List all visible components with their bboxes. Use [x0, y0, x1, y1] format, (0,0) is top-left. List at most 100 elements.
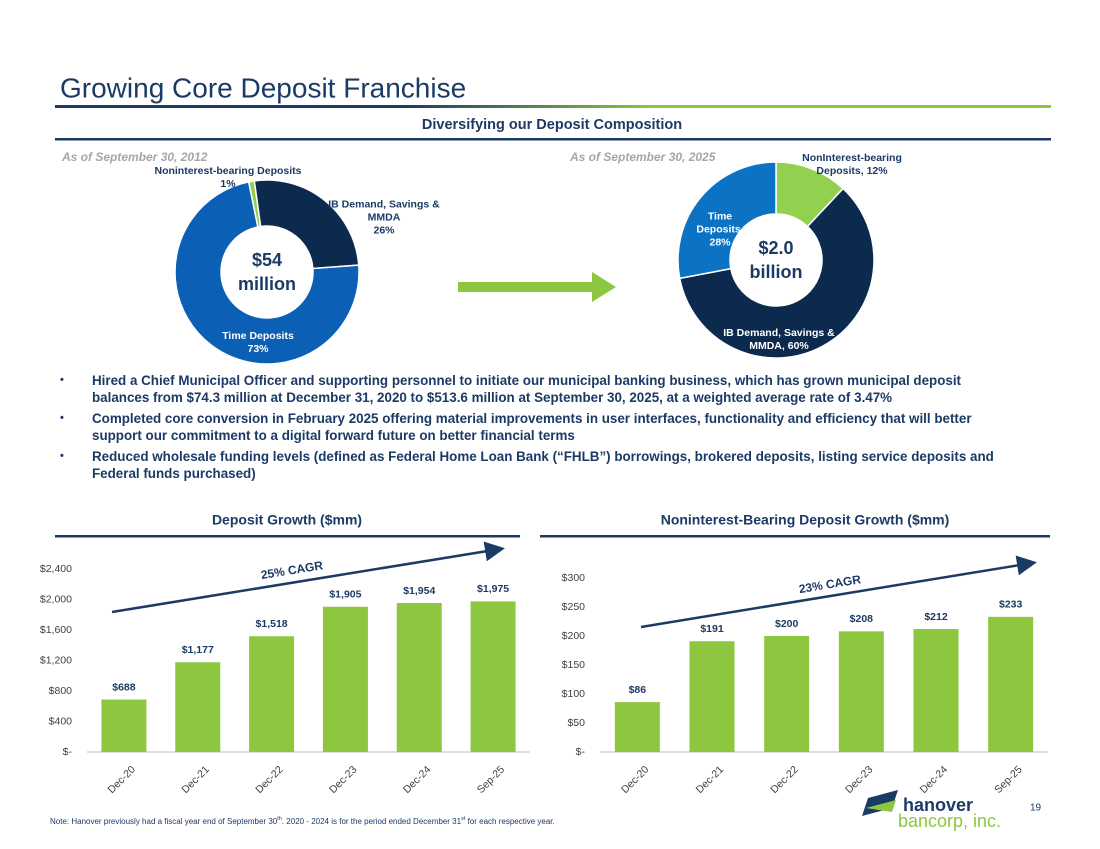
- donut-title: As of September 30, 2012: [61, 150, 208, 164]
- footnote-sup: th: [277, 816, 282, 822]
- bar: [322, 606, 368, 752]
- donut-title: As of September 30, 2025: [569, 150, 716, 164]
- value-label: $1,954: [403, 585, 435, 597]
- bar: [175, 662, 221, 752]
- logo-text: bancorp, inc.: [898, 811, 1001, 831]
- slice-value-label: Time Deposits, 28%: [696, 210, 744, 249]
- y-tick-label: $300: [562, 572, 586, 584]
- donut-center: [731, 215, 821, 305]
- x-tick-label: Dec-20: [106, 763, 139, 796]
- logo: hanover bancorp, inc.: [862, 790, 1001, 831]
- value-label: $208: [850, 613, 874, 625]
- y-tick-label: $150: [562, 659, 586, 671]
- footnote: Note: Hanover previously had a fiscal ye…: [50, 816, 555, 826]
- x-tick-label: Sep-25: [475, 763, 508, 796]
- x-tick-label: Dec-24: [918, 763, 951, 796]
- slice-label: Time Deposits, 28%: [690, 211, 750, 250]
- value-label: $233: [999, 599, 1023, 611]
- center-label: $2.0: [758, 238, 793, 258]
- x-tick-label: Dec-22: [768, 763, 801, 796]
- chart-title: Deposit Growth ($mm): [212, 512, 362, 528]
- slice-label: Noninterest-bearing Deposits 1%: [148, 165, 308, 191]
- footnote-part: for each respective year.: [465, 817, 554, 826]
- slice-category: IB Demand, Savings & MMDA: [328, 198, 440, 224]
- x-tick-label: Dec-21: [179, 763, 212, 796]
- value-label: $1,975: [477, 583, 509, 595]
- value-label: $688: [112, 681, 136, 693]
- section-title: Diversifying our Deposit Composition: [422, 117, 682, 133]
- y-tick-label: $-: [576, 746, 586, 758]
- value-label: $212: [924, 611, 948, 623]
- footnote-sup: st: [461, 816, 466, 822]
- bar: [988, 616, 1034, 752]
- bar: [689, 641, 735, 752]
- cagr-arrow: [640, 555, 1037, 629]
- y-tick-label: $400: [49, 715, 73, 727]
- x-tick-label: Dec-24: [401, 763, 434, 796]
- value-label: $1,905: [329, 589, 361, 601]
- value-label: $191: [700, 623, 724, 635]
- chart-title-rule: [55, 535, 520, 538]
- slide-title: Growing Core Deposit Franchise: [60, 72, 466, 103]
- cagr-arrow: [111, 541, 505, 614]
- slice-value-label: 1%: [220, 178, 236, 190]
- donut-slice: [678, 187, 875, 359]
- transition-arrow: [458, 272, 616, 302]
- value-label: $1,518: [256, 618, 288, 630]
- chart-title-rule: [540, 535, 1050, 538]
- y-tick-label: $50: [567, 717, 585, 729]
- logo-icon: [862, 790, 898, 816]
- y-tick-label: $100: [562, 688, 586, 700]
- x-tick-label: Dec-23: [843, 763, 876, 796]
- bullet: Hired a Chief Municipal Officer and supp…: [60, 372, 1020, 406]
- slice-category: Time Deposits: [222, 330, 294, 342]
- bar: [249, 636, 295, 752]
- donut-center: [222, 227, 312, 317]
- slice-value-label: 73%: [247, 343, 269, 355]
- section-rule: [55, 138, 1051, 141]
- value-label: $1,177: [182, 644, 214, 656]
- y-tick-label: $1,200: [40, 654, 72, 666]
- bar: [764, 636, 810, 752]
- bar: [614, 702, 660, 752]
- title-rule: [55, 105, 1051, 108]
- x-tick-label: Dec-20: [619, 763, 652, 796]
- footnote-part: Note: Hanover previously had a fiscal ye…: [50, 817, 278, 826]
- slice-value-label: NonInterest-bearing Deposits, 12%: [802, 152, 902, 177]
- y-tick-label: $2,000: [40, 593, 72, 605]
- center-label: million: [238, 274, 296, 294]
- slice-label: IB Demand, Savings & MMDA, 60%: [714, 327, 844, 353]
- x-tick-label: Sep-25: [992, 763, 1025, 796]
- value-label: $200: [775, 618, 799, 630]
- donut-slice: [174, 180, 360, 365]
- x-tick-label: Dec-22: [253, 763, 286, 796]
- y-tick-label: $800: [49, 685, 73, 697]
- slice-label: Time Deposits 73%: [208, 330, 308, 356]
- slice-label: NonInterest-bearing Deposits, 12%: [782, 152, 922, 178]
- y-tick-label: $200: [562, 630, 586, 642]
- x-tick-label: Dec-23: [327, 763, 360, 796]
- bar: [396, 603, 442, 752]
- value-label: $86: [629, 684, 647, 696]
- chart-title: Noninterest-Bearing Deposit Growth ($mm): [661, 512, 950, 528]
- y-tick-label: $2,400: [40, 563, 72, 575]
- bar: [101, 699, 147, 752]
- center-label: $54: [252, 250, 282, 270]
- bullet: Completed core conversion in February 20…: [60, 410, 1020, 444]
- slice-value-label: 26%: [373, 224, 395, 237]
- y-tick-label: $1,600: [40, 624, 72, 636]
- center-label: billion: [750, 262, 803, 282]
- logo-icon: [866, 800, 896, 812]
- page-number: 19: [1030, 803, 1042, 814]
- slice-label: IB Demand, Savings & MMDA 26%: [324, 199, 444, 238]
- bullet: Reduced wholesale funding levels (define…: [60, 448, 1020, 482]
- donut-slice: [677, 161, 777, 280]
- bar: [838, 631, 884, 752]
- bar: [470, 601, 516, 752]
- slice-value-label: IB Demand, Savings & MMDA, 60%: [723, 327, 835, 352]
- x-tick-label: Dec-21: [694, 763, 727, 796]
- footnote-part: . 2020 - 2024 is for the period ended De…: [282, 817, 462, 826]
- bar: [913, 629, 959, 752]
